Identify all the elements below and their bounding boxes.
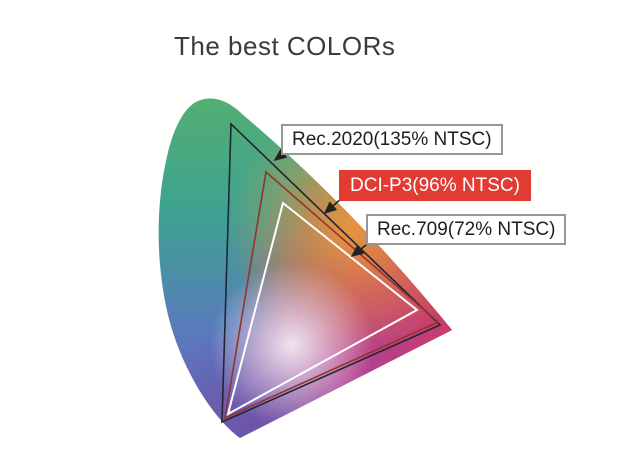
rec709-triangle (226, 201, 419, 416)
rec2020-triangle (221, 122, 442, 424)
dcip3-label: DCI-P3(96% NTSC) (339, 170, 531, 201)
rec2020-label: Rec.2020(135% NTSC) (281, 124, 503, 155)
rec709-label: Rec.709(72% NTSC) (366, 214, 567, 245)
page-title: The best COLORs (174, 31, 396, 61)
